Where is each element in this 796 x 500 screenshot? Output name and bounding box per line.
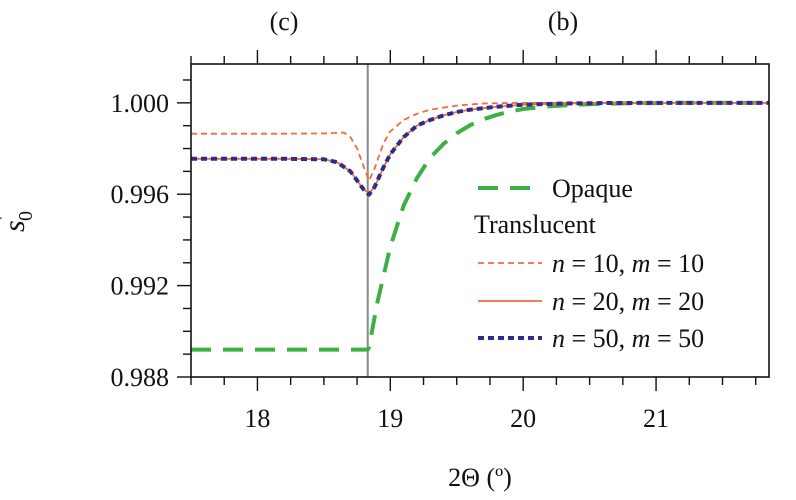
y-tick-labels: 0.988 0.992 0.996 1.000: [111, 89, 170, 392]
top-panel-label: (c): [270, 7, 299, 36]
legend-label-n50: n = 50, m = 50: [552, 324, 704, 353]
top-panel-label: (b): [548, 7, 578, 36]
legend-label-opaque: Opaque: [552, 174, 633, 203]
x-tick-labels: 18 19 20 21: [244, 404, 669, 433]
plot-frame: [190, 63, 770, 378]
x-tick-label: 19: [377, 404, 403, 433]
legend-group-title: Translucent: [474, 210, 597, 239]
x-axis-label: 2Θ (º): [448, 463, 512, 492]
x-tick-label: 21: [643, 404, 669, 433]
x-tick-label: 20: [510, 404, 536, 433]
series-line-n20: [191, 101, 769, 194]
legend-label-n10: n = 10, m = 10: [552, 249, 704, 278]
legend-label-n20: n = 20, m = 20: [552, 287, 704, 316]
series-group: [191, 100, 769, 352]
series-line-n50: [191, 100, 769, 197]
y-axis-label: s'0: [0, 211, 37, 232]
series-line-opaque: [191, 100, 769, 352]
top-panel-labels: (c) (b): [270, 7, 579, 36]
series-line-n10: [191, 101, 769, 182]
y-axis-label-subscript: 0: [15, 211, 37, 221]
y-axis-label-prime: ': [0, 216, 18, 220]
y-tick-label: 1.000: [111, 89, 170, 118]
y-axis-label-s: s: [0, 220, 31, 232]
y-tick-label: 0.996: [111, 180, 170, 209]
legend: Opaque Translucent n = 10, m = 10 n = 20, m…: [474, 174, 704, 353]
y-tick-label: 0.992: [111, 272, 170, 301]
axis-ticks: [177, 50, 757, 391]
x-tick-label: 18: [244, 404, 270, 433]
y-tick-label: 0.988: [111, 363, 170, 392]
